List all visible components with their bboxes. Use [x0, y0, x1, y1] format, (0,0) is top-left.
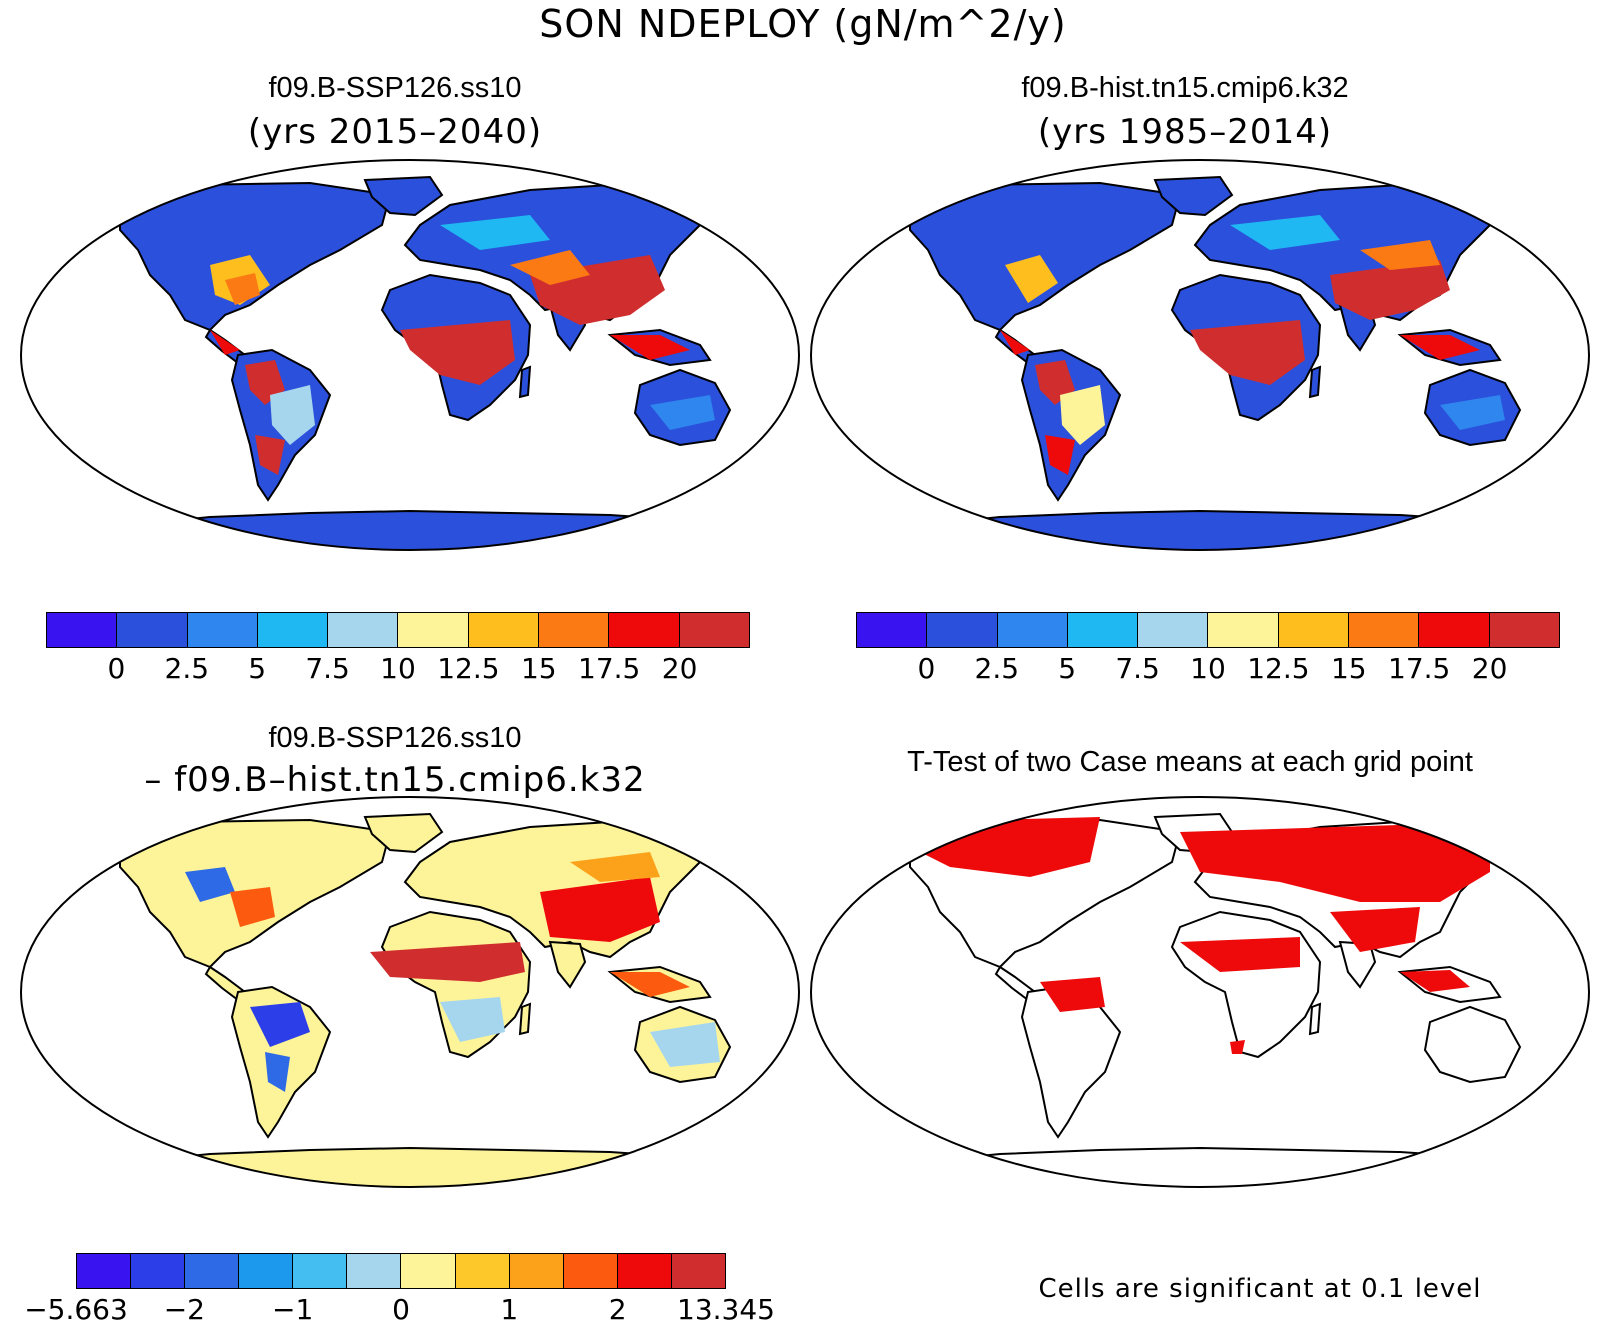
figure-title: SON NDEPLOY (gN/m^2/y): [539, 2, 1067, 46]
colorbar-tick-label: 13.345: [677, 1293, 775, 1326]
colorbar-segment: [185, 1254, 240, 1288]
colorbar-tick-label: 1: [500, 1293, 519, 1326]
colorbar-segment: [77, 1254, 132, 1288]
colorbar-tick-label: 5: [1058, 652, 1077, 685]
colorbar-tick-label: 12.5: [437, 652, 500, 685]
colorbar-tick-label: 0: [917, 652, 936, 685]
panel-title-bottom-left: f09.B-SSP126.ss10: [268, 722, 522, 754]
colorbar-segment: [131, 1254, 186, 1288]
colorbar-segment: [398, 613, 469, 647]
colorbar-tick-label: 5: [248, 652, 267, 685]
colorbar-segment: [563, 1254, 618, 1288]
panel-subtitle-top-left: (yrs 2015–2040): [247, 112, 543, 152]
colorbar-segment: [328, 613, 399, 647]
colorbar-segment: [468, 613, 540, 647]
colorbar-tick-label: 17.5: [1388, 652, 1451, 685]
colorbar-tick-label: 2.5: [164, 652, 210, 685]
panel-title-top-left: f09.B-SSP126.ss10: [268, 72, 522, 104]
colorbar-tick-label: 0: [107, 652, 126, 685]
significance-note: Cells are significant at 0.1 level: [1038, 1274, 1482, 1304]
colorbar-segment: [679, 613, 749, 647]
colorbar-segment: [927, 613, 998, 647]
colorbar-tick-label: 20: [661, 652, 698, 685]
colorbar-tick-label: 15: [520, 652, 557, 685]
colorbar-segment: [455, 1254, 510, 1288]
colorbar-segment: [117, 613, 188, 647]
colorbar-tick-label: −2: [163, 1293, 205, 1326]
colorbar-segment: [857, 613, 928, 647]
colorbar-tick-label: 2: [608, 1293, 627, 1326]
colorbar-segment: [401, 1254, 456, 1288]
colorbar-segment: [347, 1254, 402, 1288]
colorbar-tick-label: 20: [1471, 652, 1508, 685]
colorbar-segment: [1349, 613, 1420, 647]
colorbar-segment: [617, 1254, 672, 1288]
colorbar-tick-label: 17.5: [578, 652, 641, 685]
map-top-right: [810, 159, 1590, 551]
colorbar-tick-label: −5.663: [24, 1293, 128, 1326]
colorbar-tick-label: 7.5: [305, 652, 350, 685]
colorbar-top-left: [46, 612, 750, 648]
colorbar-tick-label: 10: [1190, 652, 1226, 685]
colorbar-segment: [1208, 613, 1279, 647]
colorbar-segment: [1489, 613, 1559, 647]
map-bottom-right: [810, 796, 1590, 1188]
colorbar-tick-label: 12.5: [1247, 652, 1310, 685]
colorbar-tick-label: 2.5: [974, 652, 1020, 685]
colorbar-segment: [187, 613, 258, 647]
colorbar-segment: [997, 613, 1068, 647]
colorbar-top-right: [856, 612, 1560, 648]
panel-title-top-right: f09.B-hist.tn15.cmip6.k32: [1021, 72, 1349, 104]
colorbar-segment: [609, 613, 680, 647]
colorbar-segment: [539, 613, 610, 647]
colorbar-segment: [239, 1254, 294, 1288]
colorbar-segment: [257, 613, 329, 647]
colorbar-segment: [47, 613, 118, 647]
colorbar-segment: [509, 1254, 564, 1288]
colorbar-tick-label: 15: [1330, 652, 1367, 685]
colorbar-segment: [1138, 613, 1209, 647]
map-bottom-left: [20, 796, 800, 1188]
colorbar-segment: [671, 1254, 725, 1288]
colorbar-bottom-left: [76, 1253, 726, 1289]
panel-subtitle-bottom-left: – f09.B–hist.tn15.cmip6.k32: [144, 760, 646, 800]
panel-title-bottom-right: T-Test of two Case means at each grid po…: [907, 746, 1473, 778]
colorbar-segment: [1067, 613, 1139, 647]
colorbar-tick-label: −1: [272, 1293, 314, 1326]
map-top-left: [20, 159, 800, 551]
colorbar-tick-label: 0: [392, 1293, 410, 1326]
colorbar-tick-label: 10: [380, 652, 416, 685]
panel-subtitle-top-right: (yrs 1985–2014): [1037, 112, 1333, 152]
colorbar-tick-label: 7.5: [1115, 652, 1160, 685]
colorbar-segment: [1278, 613, 1350, 647]
colorbar-segment: [293, 1254, 348, 1288]
colorbar-segment: [1419, 613, 1490, 647]
